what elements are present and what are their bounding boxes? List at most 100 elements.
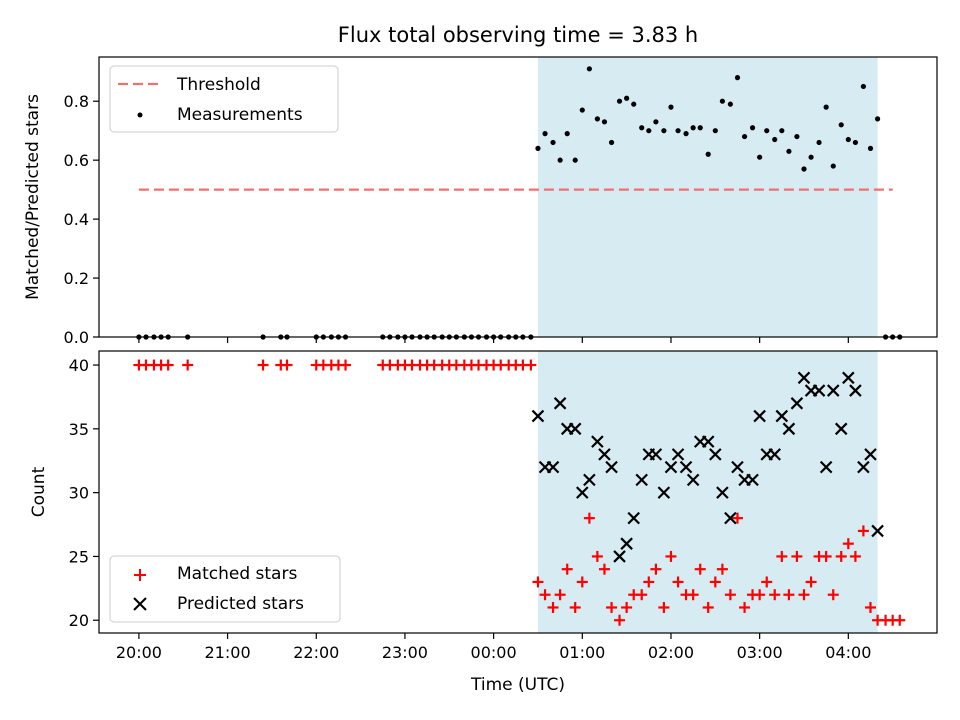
measurement-point — [757, 154, 763, 160]
predicted-star-marker — [613, 550, 626, 563]
measurement-point — [719, 98, 726, 104]
matched-star-marker — [820, 550, 832, 562]
measurement-point — [594, 116, 600, 122]
measurement-point — [838, 122, 844, 128]
matched-star-marker — [532, 576, 544, 588]
matched-star-marker — [672, 576, 684, 588]
matched-star-marker — [281, 359, 293, 371]
measurement-point — [705, 151, 711, 157]
matched-star-marker — [739, 601, 751, 613]
measurement-point — [675, 128, 681, 134]
predicted-star-marker — [553, 397, 567, 410]
observing-span-top — [537, 57, 878, 337]
x-tick-label: 23:00 — [382, 643, 428, 662]
predicted-star-marker — [790, 397, 804, 410]
measurement-point — [845, 136, 851, 143]
matched-star-marker — [598, 563, 610, 575]
predicted-star-marker — [649, 448, 663, 461]
measurement-point — [779, 128, 785, 134]
measurement-point — [749, 125, 756, 131]
measurement-point — [661, 128, 667, 134]
measurement-points — [136, 66, 903, 340]
measurement-point — [586, 66, 592, 72]
predicted-star-marker — [620, 537, 633, 550]
top-x-ticks — [138, 337, 849, 343]
predicted-star-marker — [812, 384, 826, 397]
bottom-axes-frame — [98, 350, 938, 634]
matched-star-marker — [658, 601, 670, 613]
predicted-star-marker — [768, 448, 781, 461]
y-tick-label: 40 — [69, 356, 89, 375]
y-tick-label: 20 — [69, 611, 89, 630]
matched-star-marker — [716, 563, 728, 575]
measurement-point — [608, 139, 615, 146]
matched-star-marker — [614, 614, 626, 626]
x-tick-label: 21:00 — [205, 643, 251, 662]
measurement-point — [564, 131, 570, 137]
legend-measurements-label: Measurements — [177, 105, 303, 125]
measurement-point — [683, 131, 689, 137]
matched-star-marker — [842, 538, 854, 550]
matched-star-marker — [694, 563, 706, 575]
measurement-point — [572, 157, 578, 163]
legend-predicted-swatch — [133, 597, 147, 611]
predicted-star-marker — [627, 511, 641, 525]
observing-span-bottom — [537, 351, 878, 633]
matched-star-marker — [709, 576, 721, 588]
matched-star-marker — [547, 601, 559, 613]
matched-star-marker — [857, 525, 869, 537]
matched-star-marker — [650, 563, 662, 575]
predicted-star-marker — [679, 460, 693, 474]
x-tick-label: 22:00 — [293, 643, 339, 662]
measurement-point — [794, 133, 800, 140]
predicted-star-marker — [797, 371, 811, 385]
measurement-point — [631, 101, 637, 107]
bottom-legend: Matched stars Predicted stars — [109, 555, 341, 623]
predicted-star-marker — [657, 486, 671, 499]
measurement-point — [550, 139, 556, 146]
predicted-star-marker — [731, 460, 744, 474]
y-tick-label: 30 — [69, 484, 89, 503]
matched-star-marker — [591, 550, 603, 562]
matched-star-marker — [606, 601, 618, 613]
matched-star-marker — [583, 512, 595, 524]
predicted-star-marker — [724, 511, 737, 525]
measurement-point — [741, 133, 748, 140]
measurement-point — [816, 139, 822, 146]
matched-star-marker — [827, 589, 839, 601]
matched-star-marker — [554, 589, 566, 601]
measurement-point — [860, 83, 866, 90]
measurement-point — [801, 166, 807, 172]
matched-star-marker — [525, 359, 537, 371]
top-legend-box — [109, 65, 339, 133]
predicted-star-marker — [664, 460, 678, 474]
y-tick-label: 25 — [69, 547, 89, 566]
matched-star-marker — [643, 576, 655, 588]
measurement-point — [579, 107, 585, 113]
predicted-star-marker — [775, 409, 789, 423]
matched-star-marker — [731, 512, 743, 524]
measurement-point — [697, 125, 703, 131]
matched-star-marker — [621, 601, 633, 613]
matched-star-marker — [864, 601, 876, 613]
predicted-stars-points — [531, 371, 884, 563]
matched-star-marker — [636, 589, 648, 601]
matched-star-marker — [702, 601, 714, 613]
legend-predicted-label: Predicted stars — [177, 594, 304, 614]
matched-star-marker — [576, 576, 588, 588]
measurement-point — [624, 95, 630, 101]
legend-matched-swatch — [134, 569, 146, 581]
predicted-star-marker — [568, 422, 582, 436]
measurement-point — [764, 128, 770, 134]
matched-star-marker — [754, 589, 766, 601]
measurement-point — [867, 145, 874, 151]
predicted-star-marker — [753, 409, 766, 423]
top-panel: 0.00.20.40.60.8 Matched/Predicted stars … — [23, 56, 938, 347]
measurement-point — [542, 131, 548, 137]
y-tick-label: 0.2 — [64, 269, 89, 288]
matched-star-marker — [849, 550, 861, 562]
predicted-star-marker — [546, 460, 560, 474]
measurement-point — [874, 116, 881, 122]
measurement-point — [646, 128, 652, 134]
